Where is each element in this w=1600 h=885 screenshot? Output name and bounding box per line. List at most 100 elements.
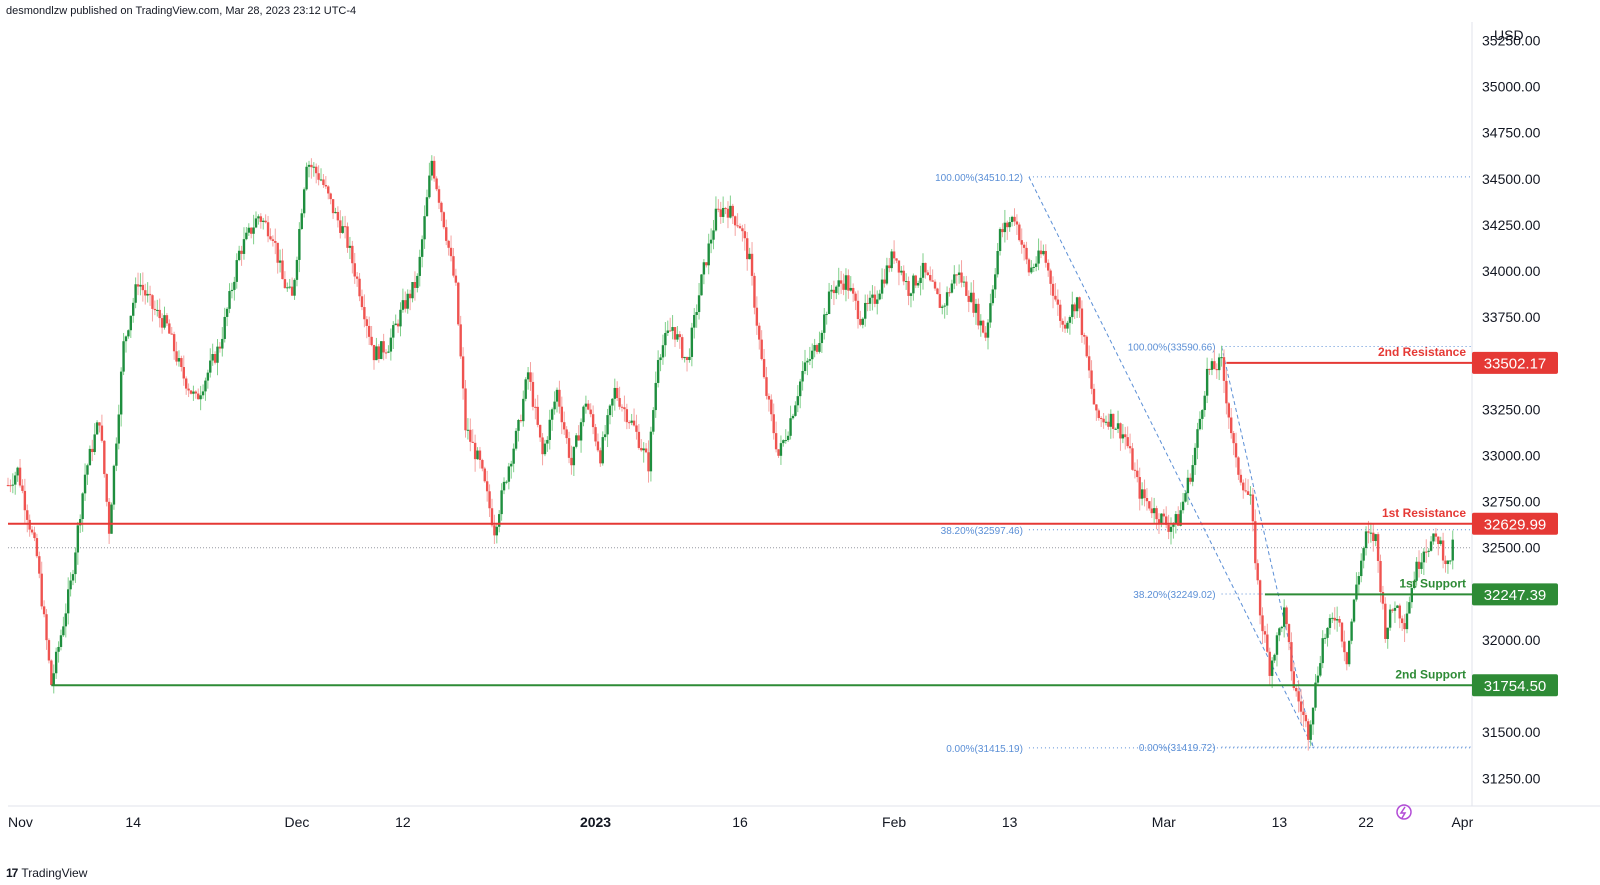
candle-body — [885, 265, 889, 284]
candle-body — [1208, 368, 1211, 370]
candle-body — [221, 338, 224, 349]
price-tags: 33502.17 32629.99 32247.39 31754.50 — [1472, 351, 1558, 697]
candle-body — [1386, 627, 1389, 639]
candle-body — [216, 346, 219, 363]
candle-body — [572, 446, 576, 466]
candle-body — [1367, 531, 1370, 533]
candle-body — [105, 474, 108, 502]
candle-body — [1251, 494, 1255, 522]
candle-body — [249, 227, 253, 234]
candle-body — [755, 307, 759, 326]
candle-body — [401, 300, 405, 310]
candle-body — [697, 295, 701, 313]
candle-body — [380, 341, 383, 359]
candle-body — [199, 395, 202, 400]
candle-body — [779, 443, 783, 456]
candle-body — [1275, 635, 1279, 655]
candle-body — [921, 262, 925, 278]
candle-body — [184, 378, 188, 389]
candle-body — [996, 250, 999, 275]
candle-body — [1432, 533, 1435, 542]
candle-body — [1191, 465, 1194, 482]
candle-body — [394, 323, 397, 326]
tradingview-wordmark: TradingView — [21, 866, 88, 880]
time-tick-label: Nov — [8, 814, 33, 830]
candle-body — [688, 356, 691, 361]
candle-body — [112, 465, 116, 505]
candle-body — [981, 320, 985, 333]
candle-body — [517, 419, 520, 431]
candle-body — [23, 490, 27, 511]
candle-body — [377, 346, 381, 359]
candle-body — [579, 422, 583, 441]
lightning-icon-bolt — [1399, 806, 1407, 819]
candle-body — [620, 406, 624, 408]
candle-body — [86, 465, 89, 475]
price-tick-label: 34250.00 — [1482, 217, 1541, 233]
candle-body — [818, 343, 821, 352]
candle-body — [245, 232, 248, 240]
candle-body — [1415, 561, 1418, 581]
candle-body — [659, 357, 662, 361]
candle-body — [652, 410, 655, 432]
candle-body — [1335, 619, 1339, 621]
candle-body — [753, 275, 756, 308]
price-tag-text: 33502.17 — [1484, 355, 1547, 372]
candle-body — [1246, 491, 1250, 495]
candle-body — [1193, 447, 1197, 466]
candle-body — [331, 199, 335, 214]
candle-body — [1179, 510, 1182, 526]
candle-body — [693, 314, 696, 328]
candle-body — [594, 427, 597, 442]
candle-body — [717, 208, 720, 210]
candle-body — [1362, 548, 1365, 561]
candle-body — [1314, 682, 1317, 708]
candle-body — [664, 332, 667, 346]
candle-body — [392, 325, 395, 338]
candle-body — [1340, 622, 1344, 642]
candle-body — [803, 362, 807, 372]
candle-body — [1003, 222, 1007, 233]
candle-body — [476, 450, 479, 460]
candle-body — [1102, 418, 1105, 423]
candle-body — [1328, 618, 1332, 628]
candle-body — [1121, 434, 1125, 439]
candle-body — [322, 179, 325, 186]
candle-body — [1148, 501, 1151, 509]
candle-body — [1309, 724, 1312, 740]
candle-body — [909, 293, 913, 296]
candle-body — [473, 442, 477, 460]
candle-body — [565, 429, 568, 439]
candle-body — [984, 332, 987, 338]
candle-body — [941, 306, 944, 308]
lightning-icon[interactable] — [1396, 804, 1412, 820]
candle-body — [989, 303, 992, 323]
candle-body — [815, 345, 819, 352]
candle-body — [823, 314, 826, 333]
candle-body — [1446, 560, 1450, 565]
candle-body — [18, 467, 22, 486]
candle-body — [40, 573, 43, 607]
candle-body — [495, 526, 499, 536]
candle-body — [59, 635, 63, 647]
candle-body — [748, 253, 751, 260]
currency-label: USD — [1494, 27, 1524, 43]
candle-body — [189, 390, 193, 394]
candle-body — [1201, 410, 1204, 419]
candle-body — [177, 358, 181, 362]
candle-body — [1297, 691, 1300, 702]
fib-level-label: 100.00%(34510.12) — [935, 173, 1023, 184]
candle-body — [71, 574, 75, 581]
candle-body — [399, 309, 402, 327]
candle-body — [6, 485, 10, 487]
candle-body — [635, 425, 638, 432]
candle-body — [1128, 446, 1132, 449]
candle-body — [1287, 624, 1291, 643]
candle-body — [420, 239, 424, 257]
candle-body — [384, 352, 388, 354]
candle-body — [225, 308, 229, 317]
candle-body — [283, 279, 287, 289]
candle-body — [14, 475, 17, 485]
candle-body — [1112, 413, 1115, 429]
